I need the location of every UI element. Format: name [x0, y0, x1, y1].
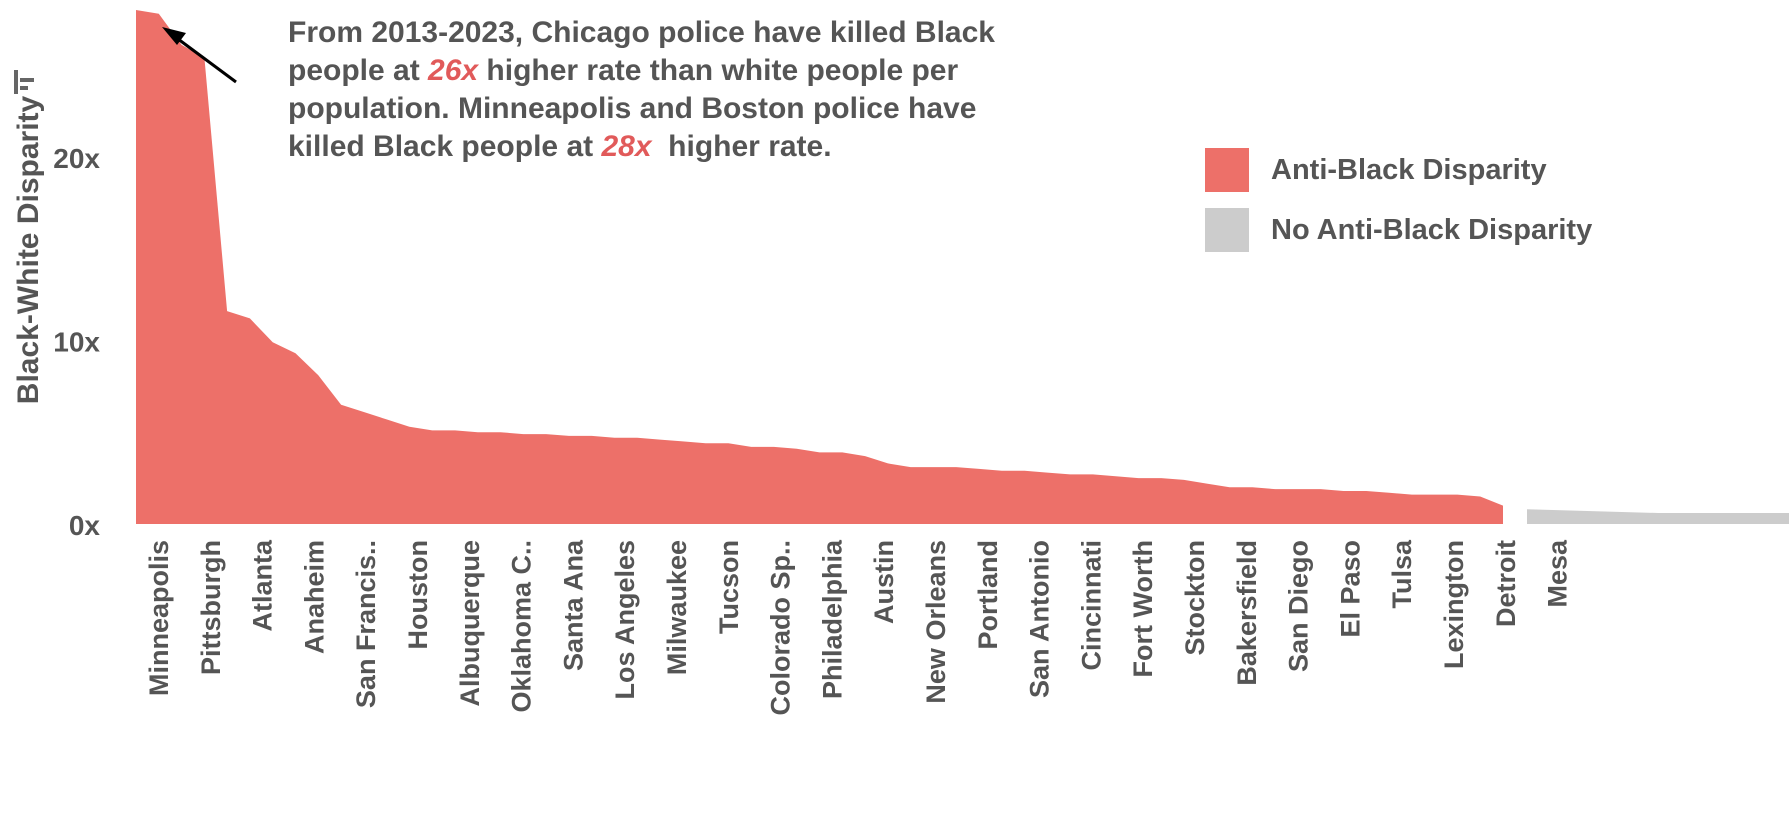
x-tick-label: New Orleans [921, 540, 951, 704]
filter-icon[interactable] [14, 70, 44, 94]
x-tick-label: Milwaukee [662, 540, 692, 675]
x-tick-label: Santa Ana [558, 539, 588, 671]
x-tick-label: Albuquerque [455, 540, 485, 707]
x-axis-labels: Minneapolis Pittsburgh Atlanta Anaheim San F… [144, 539, 1573, 715]
x-tick-label: Los Angeles [610, 540, 640, 700]
legend-item-no-anti-black[interactable]: No Anti-Black Disparity [1205, 208, 1592, 252]
x-tick-label: Fort Worth [1128, 540, 1158, 677]
annotation-line-4: killed Black people at 28x higher rate. [288, 128, 1108, 166]
x-tick-label: San Antonio [1025, 540, 1055, 698]
x-tick-label: Pittsburgh [196, 540, 226, 675]
legend-label: Anti-Black Disparity [1271, 153, 1547, 186]
x-tick-label: Oklahoma C.. [507, 540, 537, 713]
x-tick-label: San Diego [1284, 540, 1314, 672]
x-tick-label: Cincinnati [1076, 540, 1106, 671]
x-tick-label: Minneapolis [144, 540, 174, 696]
x-tick-label: Austin [869, 540, 899, 624]
annotation-text: killed Black people at [288, 130, 602, 163]
annotation-line-1: From 2013-2023, Chicago police have kill… [288, 16, 995, 49]
annotation-arrow-layer [162, 27, 237, 84]
x-tick-label: Tucson [714, 540, 744, 634]
legend-swatch [1205, 208, 1249, 252]
y-tick-label: 0x [69, 510, 101, 541]
x-tick-label: Houston [403, 540, 433, 649]
axes: Black-White Disparity 0x 10x 20x [12, 95, 100, 541]
annotation-highlight-26x: 26x [428, 54, 479, 87]
chart-annotation: From 2013-2023, Chicago police have kill… [288, 14, 1108, 166]
x-tick-label: San Francis.. [351, 540, 381, 708]
series-area-no-anti-black[interactable] [1527, 509, 1789, 524]
annotation-highlight-28x: 28x [601, 130, 652, 163]
annotation-line-2: people at 26x higher rate than white peo… [288, 52, 1108, 90]
chart-legend: Anti-Black Disparity No Anti-Black Dispa… [1205, 148, 1592, 268]
y-tick-label: 20x [53, 143, 100, 174]
x-tick-label: Tulsa [1387, 539, 1417, 608]
legend-label: No Anti-Black Disparity [1271, 213, 1593, 246]
legend-item-anti-black[interactable]: Anti-Black Disparity [1205, 148, 1592, 192]
x-tick-label: Philadelphia [817, 539, 847, 699]
x-tick-label: Mesa [1543, 539, 1573, 608]
arrow-head [162, 27, 186, 45]
x-tick-label: Lexington [1439, 540, 1469, 669]
x-tick-label: Atlanta [248, 539, 278, 631]
x-tick-label: Colorado Sp.. [766, 540, 796, 716]
annotation-line-3: population. Minneapolis and Boston polic… [288, 92, 977, 125]
x-tick-label: Anaheim [299, 540, 329, 654]
x-tick-label: Detroit [1491, 540, 1521, 627]
annotation-text: people at [288, 54, 429, 87]
annotation-text: higher rate. [651, 130, 832, 163]
legend-swatch [1205, 148, 1249, 192]
annotation-arrow [173, 34, 237, 84]
x-tick-label: El Paso [1335, 540, 1365, 638]
y-axis-title: Black-White Disparity [12, 95, 45, 404]
annotation-text: higher rate than white people per [478, 54, 959, 87]
y-tick-label: 10x [53, 326, 100, 357]
x-tick-label: Stockton [1180, 540, 1210, 656]
series-area-anti-black[interactable] [136, 10, 1503, 524]
x-tick-label: Bakersfield [1232, 540, 1262, 686]
x-tick-label: Portland [973, 540, 1003, 650]
